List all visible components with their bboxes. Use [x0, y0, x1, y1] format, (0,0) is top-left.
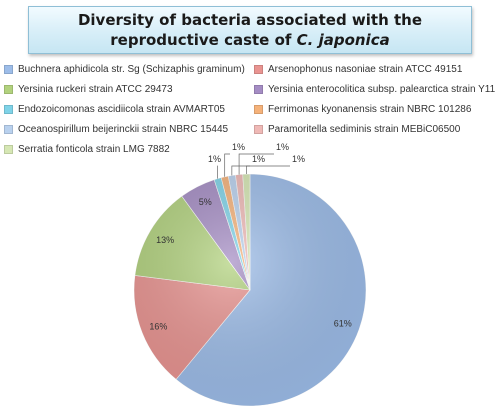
slice-label: 16%: [149, 321, 167, 331]
legend-label: Serratia fonticola strain LMG 7882: [18, 143, 170, 155]
label-leader-line: [224, 153, 230, 177]
slice-label: 1%: [208, 154, 221, 164]
label-leader-line: [231, 165, 250, 176]
legend-swatch: [254, 124, 263, 134]
legend-entry: Ferrimonas kyonanensis strain NBRC 10128…: [254, 100, 496, 118]
legend-label: Buchnera aphidicola str. Sg (Schizaphis …: [18, 63, 245, 75]
slice-label: 61%: [334, 318, 352, 328]
chart-title: Diversity of bacteria associated with th…: [28, 6, 472, 54]
legend-swatch: [4, 124, 13, 134]
chart-title-main: Diversity of bacteria associated with th…: [77, 11, 423, 49]
legend-entry: Yersinia ruckeri strain ATCC 29473: [4, 80, 254, 98]
label-leader-line: [246, 165, 290, 175]
legend-label: Yersinia enterocolitica subsp. palearcti…: [268, 83, 496, 95]
legend-entry: Yersinia enterocolitica subsp. palearcti…: [254, 80, 496, 98]
legend-label: Oceanospirillum beijerinckii strain NBRC…: [18, 123, 229, 135]
slice-label: 1%: [276, 142, 289, 152]
legend-swatch: [4, 84, 13, 94]
chart-title-species: C. japonica: [296, 31, 390, 49]
legend-swatch: [254, 64, 263, 74]
legend-entry: Endozoicomonas ascidiicola strain AVMART…: [4, 100, 254, 118]
slice-label: 13%: [156, 235, 174, 245]
legend-entry: Paramoritella sediminis strain MEBiC0650…: [254, 120, 496, 138]
legend-label: Yersinia ruckeri strain ATCC 29473: [18, 83, 173, 95]
legend-label: Paramoritella sediminis strain MEBiC0650…: [268, 123, 461, 135]
label-leader-line: [238, 153, 274, 175]
legend-label: Arsenophonus nasoniae strain ATCC 49151: [268, 63, 463, 75]
legend-entry: Buchnera aphidicola str. Sg (Schizaphis …: [4, 60, 254, 78]
legend-swatch: [4, 64, 13, 74]
slice-label: 5%: [199, 197, 212, 207]
legend-swatch: [4, 144, 13, 154]
legend-entry: Arsenophonus nasoniae strain ATCC 49151: [254, 60, 496, 78]
legend-label: Ferrimonas kyonanensis strain NBRC 10128…: [268, 103, 472, 115]
slice-label: 1%: [252, 154, 265, 164]
legend-entry: Serratia fonticola strain LMG 7882: [4, 140, 254, 158]
legend-swatch: [254, 84, 263, 94]
legend-swatch: [254, 104, 263, 114]
legend-swatch: [4, 104, 13, 114]
slice-label: 1%: [232, 142, 245, 152]
legend-entry: Oceanospirillum beijerinckii strain NBRC…: [4, 120, 254, 138]
slice-label: 1%: [292, 154, 305, 164]
chart-legend: Buchnera aphidicola str. Sg (Schizaphis …: [4, 60, 496, 158]
legend-label: Endozoicomonas ascidiicola strain AVMART…: [18, 103, 225, 115]
